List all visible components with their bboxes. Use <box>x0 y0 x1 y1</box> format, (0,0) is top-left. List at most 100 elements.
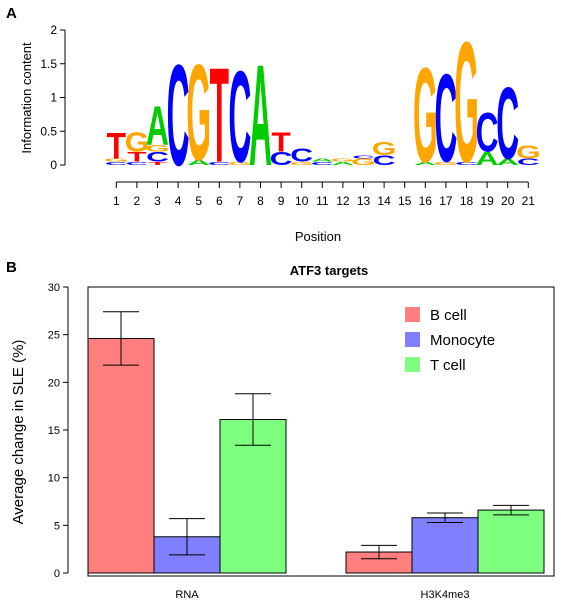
logo-y-tick-label: 0 <box>50 158 57 172</box>
bar-category-label: RNA <box>175 589 199 601</box>
logo-y-axis-label: Information content <box>19 42 34 154</box>
logo-letter-C: C <box>105 161 128 166</box>
logo-letter-G: G <box>145 143 170 153</box>
bar-y-tick-label: 15 <box>48 425 60 437</box>
logo-letter-C: C <box>290 144 313 165</box>
logo-x-axis: 1 2 3 4 5 6 7 8 9 10 11 12 13 14 15 16 17 18 19 20 21 <box>113 181 536 208</box>
logo-x-tick-label: 7 <box>237 194 244 208</box>
panel-label-a: A <box>6 5 17 22</box>
logo-letter-A: A <box>146 94 169 157</box>
logo-letter-A: A <box>476 148 499 169</box>
legend-swatch <box>405 307 420 322</box>
logo-letter-C: C <box>373 153 396 168</box>
logo-x-tick-label: 11 <box>316 194 329 208</box>
logo-x-tick-label: 21 <box>522 194 536 208</box>
logo-x-axis-label: Position <box>295 229 341 244</box>
logo-x-tick-label: 4 <box>175 194 182 208</box>
logo-x-tick-label: 19 <box>480 194 494 208</box>
logo-letter-A: A <box>249 35 272 197</box>
logo-letters: CGT CTGTCGACAGCTGCACTGCCAAGGCCGAGGCCGACAC… <box>104 7 541 199</box>
logo-letter-C: C <box>517 157 540 167</box>
logo-x-tick-label: 2 <box>134 194 141 208</box>
bar-y-axis: 0 5 10 15 20 25 30 <box>48 282 69 580</box>
logo-y-axis: 0 0.5 1 1.5 2 <box>40 23 66 172</box>
logo-letter-A: A <box>496 157 519 167</box>
bar-chart-panel: B ATF3 targets Average change in SLE (%)… <box>6 259 555 601</box>
legend-label: T cell <box>430 357 466 374</box>
logo-y-tick-label: 1.5 <box>40 57 57 71</box>
logo-x-tick-label: 10 <box>295 194 309 208</box>
logo-letter-G: G <box>372 138 397 159</box>
logo-letter-C: C <box>270 148 293 169</box>
logo-letter-G: G <box>331 157 356 162</box>
logo-y-tick-label: 2 <box>50 23 57 37</box>
logo-x-tick-label: 9 <box>278 194 285 208</box>
bar-chart-title: ATF3 targets <box>290 263 369 278</box>
bar-t-cell-h3k4me3 <box>477 509 545 574</box>
logo-x-tick-label: 14 <box>377 194 391 208</box>
bar-y-tick-label: 10 <box>48 473 60 485</box>
logo-x-tick-label: 5 <box>195 194 202 208</box>
bar-y-tick-label: 5 <box>54 520 60 532</box>
legend-swatch <box>405 332 420 347</box>
logo-x-tick-label: 18 <box>460 194 474 208</box>
logo-letter-C: C <box>434 49 457 189</box>
legend: B cell Monocyte T cell <box>405 307 495 374</box>
logo-letter-C: C <box>125 161 148 166</box>
logo-letter-G: G <box>516 141 541 162</box>
bars <box>87 311 545 574</box>
logo-x-tick-label: 17 <box>439 194 453 208</box>
bar-y-tick-label: 30 <box>48 282 60 294</box>
bar-y-axis-label: Average change in SLE (%) <box>10 340 27 525</box>
logo-letter-T: T <box>127 150 146 165</box>
logo-x-tick-label: 3 <box>154 194 161 208</box>
logo-x-tick-label: 20 <box>501 194 515 208</box>
logo-letter-C: C <box>476 101 499 164</box>
logo-letter-C: C <box>208 161 231 166</box>
logo-letter-T: T <box>271 127 290 158</box>
logo-letter-C: C <box>167 35 190 197</box>
logo-x-tick-label: 8 <box>257 194 264 208</box>
logo-letter-C: C <box>311 161 334 166</box>
bar-b-cell-rna <box>87 337 155 574</box>
logo-letter-G: G <box>228 161 253 166</box>
logo-letter-G: G <box>434 161 459 166</box>
logo-letter-G: G <box>125 127 150 158</box>
logo-x-tick-label: 1 <box>113 194 120 208</box>
bar-y-tick-label: 25 <box>48 330 60 342</box>
logo-letter-C: C <box>352 154 375 159</box>
logo-x-tick-label: 15 <box>398 194 412 208</box>
logo-letter-C: C <box>228 45 251 191</box>
logo-x-tick-label: 6 <box>216 194 223 208</box>
bar-category-labels: RNA H3K4me3 <box>175 589 469 601</box>
logo-letter-C: C <box>455 161 478 166</box>
logo-letter-T: T <box>210 39 229 190</box>
sequence-logo-panel: A Information content Position 0 0.5 1 1.5 2… <box>6 5 541 244</box>
logo-x-tick-label: 13 <box>357 194 371 208</box>
legend-swatch <box>405 357 420 372</box>
logo-y-tick-label: 0.5 <box>40 124 57 138</box>
logo-letter-T: T <box>148 161 168 166</box>
legend-label: B cell <box>430 307 467 324</box>
logo-letter-C: C <box>496 66 519 181</box>
logo-letter-G: G <box>289 161 314 166</box>
logo-letter-A: A <box>331 161 354 166</box>
logo-letter-G: G <box>454 7 479 199</box>
logo-letter-C: C <box>146 150 169 165</box>
legend-label: Monocyte <box>430 332 495 349</box>
logo-letter-G: G <box>186 37 211 190</box>
logo-letter-A: A <box>311 157 334 162</box>
bar-y-tick-label: 0 <box>54 568 60 580</box>
logo-letter-T: T <box>107 126 126 167</box>
bar-category-label: H3K4me3 <box>421 589 470 601</box>
logo-letter-A: A <box>187 158 210 166</box>
logo-letter-A: A <box>414 161 437 166</box>
panel-label-b: B <box>6 259 17 276</box>
bar-y-tick-label: 20 <box>48 377 60 389</box>
logo-letter-G: G <box>104 157 129 162</box>
logo-y-tick-label: 1 <box>50 91 57 105</box>
logo-letter-G: G <box>413 39 438 190</box>
bar-monocyte-h3k4me3 <box>411 517 479 574</box>
logo-x-tick-label: 16 <box>419 194 433 208</box>
